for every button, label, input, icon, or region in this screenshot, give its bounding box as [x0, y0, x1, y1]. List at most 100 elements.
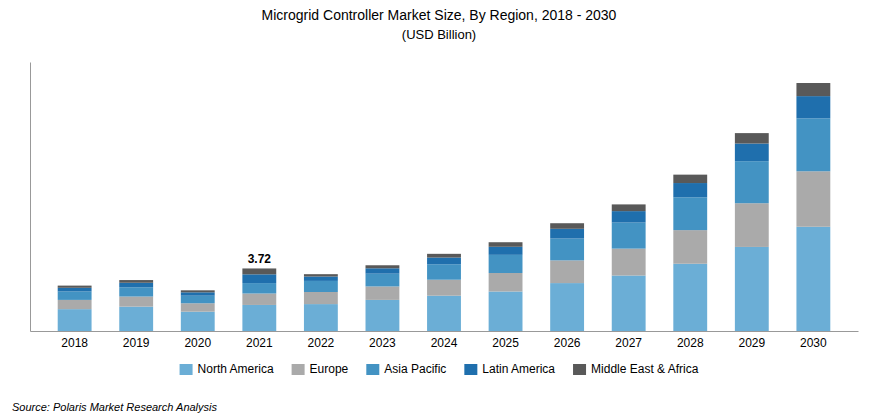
- x-tick-label: 2023: [369, 336, 396, 350]
- legend-item: Middle East & Africa: [573, 362, 699, 376]
- bar: [612, 223, 646, 249]
- x-tick: 2020: [184, 331, 211, 350]
- x-tick-label: 2025: [492, 336, 519, 350]
- bar: [612, 204, 646, 211]
- x-tick: 2023: [369, 331, 396, 350]
- bar: [550, 229, 584, 239]
- title: Microgrid Controller Market Size, By Reg…: [262, 7, 617, 23]
- bar: [550, 223, 584, 229]
- legend-swatch: [573, 364, 586, 375]
- bar: [796, 83, 830, 96]
- x-tick: 2021: [246, 331, 273, 350]
- bar: [673, 197, 707, 230]
- legend-item: Latin America: [464, 362, 555, 376]
- legend-label: Europe: [310, 362, 349, 376]
- bar: [58, 291, 92, 299]
- legend-label: Latin America: [482, 362, 555, 376]
- bar: [427, 264, 461, 279]
- bar: [242, 305, 276, 331]
- y-axis: [30, 63, 31, 332]
- bar: [119, 297, 153, 307]
- bar: [366, 300, 400, 331]
- series: [58, 96, 831, 296]
- bar: [242, 283, 276, 293]
- bar: [735, 247, 769, 331]
- x-tick: 2028: [677, 331, 704, 350]
- bar: [119, 283, 153, 288]
- bar: [489, 291, 523, 331]
- bar: [673, 175, 707, 183]
- series: [58, 171, 831, 311]
- bar: [612, 276, 646, 331]
- x-tick-label: 2020: [184, 336, 211, 350]
- x-tick-label: 2030: [800, 336, 827, 350]
- bar: [181, 303, 215, 311]
- source: Source: Polaris Market Research Analysis: [12, 401, 218, 413]
- legend-label: Asia Pacific: [384, 362, 446, 376]
- bar: [673, 230, 707, 264]
- bar: [366, 268, 400, 273]
- x-tick: 2024: [431, 331, 458, 350]
- bar: [366, 286, 400, 299]
- bar: [796, 171, 830, 226]
- bar: [304, 292, 338, 304]
- legend-item: Europe: [292, 362, 349, 376]
- legend-label: North America: [198, 362, 274, 376]
- bar: [612, 249, 646, 276]
- x-tick-label: 2021: [246, 336, 273, 350]
- bar: [796, 118, 830, 171]
- bar: [304, 274, 338, 276]
- legend-swatch: [366, 364, 379, 375]
- series: [58, 83, 831, 292]
- x-axis-line: [31, 331, 859, 332]
- bar: [304, 277, 338, 281]
- x-tick: 2025: [492, 331, 519, 350]
- bar: [181, 312, 215, 331]
- bar: [242, 268, 276, 274]
- bar: [673, 183, 707, 197]
- bar: [735, 133, 769, 143]
- bar: [735, 203, 769, 247]
- chart: Microgrid Controller Market Size, By Reg…: [0, 0, 878, 419]
- bar: [181, 290, 215, 292]
- bar: [119, 287, 153, 296]
- x-tick: 2022: [308, 331, 335, 350]
- legend-item: North America: [180, 362, 274, 376]
- x-tick-label: 2019: [123, 336, 150, 350]
- bars: [58, 83, 831, 331]
- bar: [181, 292, 215, 295]
- bar: [58, 300, 92, 309]
- bar: [58, 286, 92, 288]
- bar: [735, 144, 769, 162]
- bar: [489, 247, 523, 255]
- bar: [673, 264, 707, 331]
- legend-label: Middle East & Africa: [591, 362, 699, 376]
- x-tick-label: 2026: [554, 336, 581, 350]
- x-tick-label: 2018: [61, 336, 88, 350]
- bar: [242, 274, 276, 283]
- legend-swatch: [180, 364, 193, 375]
- bar: [181, 296, 215, 304]
- x-tick: 2026: [554, 331, 581, 350]
- x-tick: 2030: [800, 331, 827, 350]
- bar: [58, 288, 92, 292]
- bar: [119, 307, 153, 331]
- bar: [427, 280, 461, 296]
- y-axis-line: [30, 63, 31, 332]
- legend-item: Asia Pacific: [366, 362, 446, 376]
- x-tick-label: 2029: [738, 336, 765, 350]
- bar: [304, 304, 338, 331]
- x-tick: 2029: [738, 331, 765, 350]
- bar: [427, 258, 461, 265]
- x-tick: 2027: [615, 331, 642, 350]
- legend-swatch: [464, 364, 477, 375]
- bar: [366, 274, 400, 287]
- bar: [550, 239, 584, 261]
- bar: [489, 242, 523, 247]
- bar: [612, 211, 646, 222]
- legend: North America Europe Asia Pacific Latin Ame…: [180, 362, 699, 376]
- bar: [796, 96, 830, 118]
- legend-swatch: [292, 364, 305, 375]
- bar: [550, 260, 584, 283]
- bar: [796, 227, 830, 331]
